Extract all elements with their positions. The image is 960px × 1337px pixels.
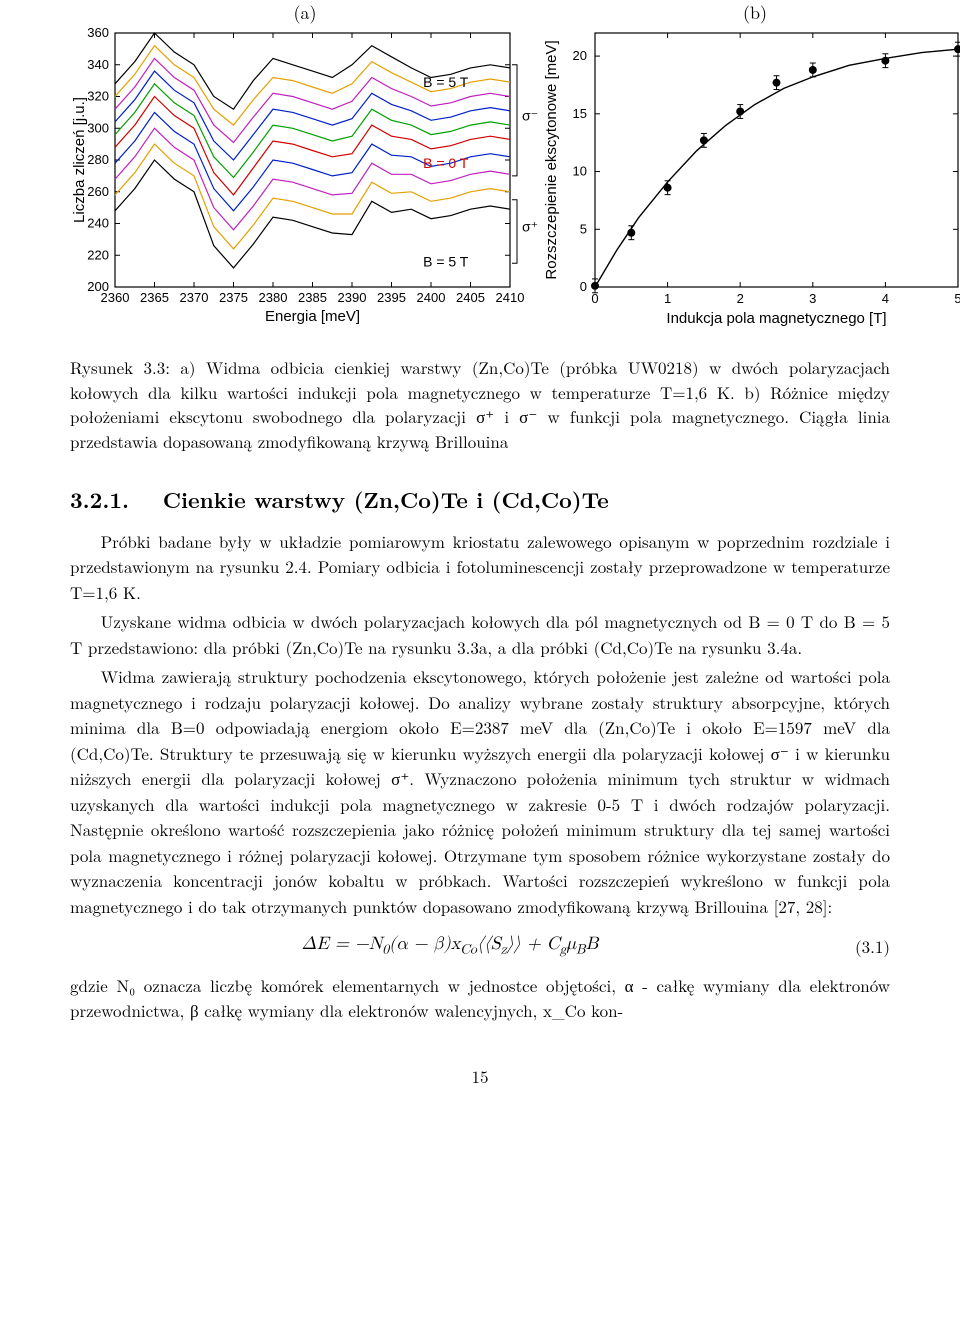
svg-text:2385: 2385	[298, 290, 327, 305]
svg-text:320: 320	[87, 89, 109, 104]
svg-text:2365: 2365	[140, 290, 169, 305]
paragraph-1: Próbki badane były w układzie pomiarowym…	[70, 529, 890, 606]
svg-text:10: 10	[573, 164, 587, 179]
paragraph-4: gdzie N₀ oznacza liczbę komórek elementa…	[70, 973, 890, 1024]
svg-text:20: 20	[573, 48, 587, 63]
svg-text:2: 2	[737, 291, 744, 306]
svg-text:260: 260	[87, 184, 109, 199]
page-number: 15	[70, 1064, 890, 1088]
section-number: 3.2.1.	[70, 484, 129, 515]
svg-text:1: 1	[664, 291, 671, 306]
equation-number: (3.1)	[830, 934, 890, 958]
svg-text:B = 5 T: B = 5 T	[423, 253, 469, 269]
svg-text:240: 240	[87, 216, 109, 231]
svg-text:Liczba zliczeń [j.u.]: Liczba zliczeń [j.u.]	[71, 97, 88, 223]
caption-prefix: Rysunek 3.3:	[70, 355, 180, 379]
equation-row: ΔE = −N0(α − β)xCo⟨⟨Sz⟩⟩ + CgμBB (3.1)	[70, 933, 890, 959]
splitting-chart: 01234505101520Indukcja pola magnetyczneg…	[540, 27, 960, 337]
svg-text:340: 340	[87, 57, 109, 72]
svg-text:2375: 2375	[219, 290, 248, 305]
figure-panel-a: (a) 236023652370237523802385239023952400…	[70, 0, 540, 337]
figure-row: (a) 236023652370237523802385239023952400…	[70, 0, 890, 337]
svg-text:3: 3	[809, 291, 816, 306]
svg-text:Energia [meV]: Energia [meV]	[265, 308, 360, 325]
equation-body: ΔE = −N0(α − β)xCo⟨⟨Sz⟩⟩ + CgμBB	[70, 933, 830, 959]
svg-text:σ⁻: σ⁻	[522, 107, 538, 123]
svg-text:2390: 2390	[338, 290, 367, 305]
svg-text:B = 5 T: B = 5 T	[423, 74, 469, 90]
svg-text:360: 360	[87, 27, 109, 40]
svg-text:15: 15	[573, 106, 587, 121]
section-title: Cienkie warstwy (Zn,Co)Te i (Cd,Co)Te	[163, 484, 609, 515]
section-heading: 3.2.1. Cienkie warstwy (Zn,Co)Te i (Cd,C…	[70, 484, 890, 515]
svg-text:σ⁺: σ⁺	[522, 218, 538, 234]
panel-b-label: (b)	[540, 0, 960, 25]
svg-text:300: 300	[87, 120, 109, 135]
svg-text:5: 5	[580, 221, 587, 236]
svg-text:200: 200	[87, 279, 109, 294]
svg-text:Rozszczepienie ekscytonowe [me: Rozszczepienie ekscytonowe [meV]	[543, 40, 560, 279]
paragraph-3: Widma zawierają struktury pochodzenia ek…	[70, 664, 890, 919]
svg-text:280: 280	[87, 152, 109, 167]
svg-text:2370: 2370	[180, 290, 209, 305]
svg-text:2395: 2395	[377, 290, 406, 305]
svg-text:Indukcja pola magnetycznego [T: Indukcja pola magnetycznego [T]	[666, 310, 886, 327]
svg-text:5: 5	[954, 291, 960, 306]
svg-text:2380: 2380	[259, 290, 288, 305]
svg-text:2400: 2400	[417, 290, 446, 305]
figure-panel-b: (b) 01234505101520Indukcja pola magnetyc…	[540, 0, 960, 337]
svg-text:220: 220	[87, 247, 109, 262]
svg-text:B = 0 T: B = 0 T	[423, 155, 469, 171]
svg-text:0: 0	[580, 279, 587, 294]
svg-text:2405: 2405	[456, 290, 485, 305]
figure-caption: Rysunek 3.3: a) Widma odbicia cienkiej w…	[70, 355, 890, 454]
svg-text:4: 4	[882, 291, 889, 306]
svg-text:2410: 2410	[496, 290, 525, 305]
paragraph-2: Uzyskane widma odbicia w dwóch polaryzac…	[70, 609, 890, 660]
panel-a-label: (a)	[70, 0, 540, 25]
spectra-chart: 2360236523702375238023852390239524002405…	[70, 27, 540, 337]
